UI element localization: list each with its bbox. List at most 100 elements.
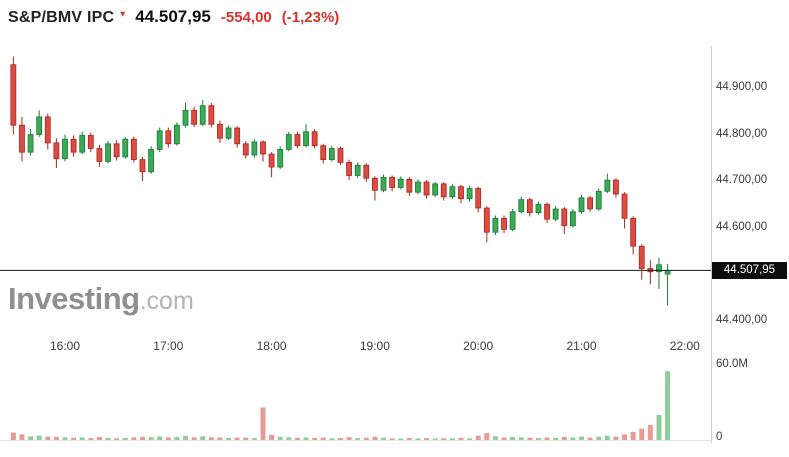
candle-body [320, 145, 327, 161]
candle-body [526, 199, 533, 214]
volume-bar [191, 437, 197, 440]
volume-bar [518, 437, 524, 440]
x-axis-tick-2: 18:00 [256, 339, 287, 353]
candle-body [79, 135, 86, 153]
candle-body [561, 208, 568, 227]
candle-body [406, 178, 413, 193]
candle-body [130, 138, 137, 161]
candle-body [363, 164, 370, 179]
volume-bar [303, 437, 309, 440]
volume-bar [467, 438, 473, 440]
candle-body [638, 245, 645, 269]
volume-bar [527, 437, 533, 440]
candle-body [371, 177, 378, 191]
volume-bar [105, 438, 111, 440]
volume-bar [88, 438, 94, 440]
candle-body [268, 153, 275, 168]
volume-bar [363, 437, 369, 440]
volume-bar [535, 438, 541, 440]
volume-bar [200, 436, 206, 440]
volume-bar [251, 438, 257, 440]
candle-body [62, 138, 68, 160]
volume-axis-max: 60.0M [716, 358, 748, 370]
candle-body [509, 211, 516, 230]
candle-body [328, 148, 335, 161]
price-change-percent: (-1,23%) [281, 9, 340, 26]
candle-body [303, 131, 309, 147]
y-axis-tick-3: 44.600,00 [716, 220, 768, 233]
candle-body [122, 138, 129, 158]
candle-body [260, 141, 266, 155]
candle-body [27, 134, 34, 153]
candle-body [440, 183, 447, 198]
candle-body [595, 190, 602, 210]
candle-body [380, 176, 387, 191]
candle-body [449, 186, 456, 198]
y-axis-tick-0: 44.900,00 [716, 81, 768, 93]
volume-bar [243, 437, 249, 440]
volume-bar [148, 437, 154, 440]
volume-bar [294, 437, 300, 440]
x-axis-tick-4: 20:00 [463, 339, 494, 353]
candle-body [277, 149, 284, 168]
volume-bar [10, 432, 16, 440]
volume-bar [492, 436, 498, 440]
volume-bar [561, 436, 567, 440]
volume-bar [596, 436, 602, 440]
volume-bar [122, 437, 128, 440]
volume-bar [656, 415, 662, 440]
volume-bar [579, 436, 584, 440]
volume-bar [174, 437, 180, 440]
last-price: 44.507,95 [135, 7, 211, 26]
candle-body [182, 109, 189, 126]
volume-axis-zero: 0 [716, 431, 723, 443]
watermark-suffix: .com [139, 287, 194, 315]
volume-bar [312, 437, 318, 440]
y-axis-separator [711, 46, 712, 443]
x-axis-tick-3: 19:00 [359, 339, 390, 353]
volume-bar [449, 438, 455, 440]
candle-body [242, 143, 249, 156]
candle-body [96, 148, 103, 162]
volume-bar [415, 438, 421, 440]
y-axis-tick-1: 44.800,00 [716, 127, 768, 140]
candle-body [466, 188, 473, 200]
x-axis-tick-0: 16:00 [49, 339, 81, 353]
volume-bar [165, 437, 171, 440]
volume-bar [62, 437, 68, 440]
candle-body [191, 109, 198, 125]
volume-bar [286, 437, 292, 440]
volume-bar [544, 437, 550, 440]
volume-bar [458, 437, 464, 440]
candle-body [148, 149, 154, 173]
volume-bar [131, 437, 137, 440]
candle-body [569, 211, 576, 227]
volume-bar [277, 436, 283, 440]
volume-bar [510, 437, 516, 440]
candle-body [492, 217, 499, 233]
volume-bar [613, 436, 619, 440]
candle-body [423, 181, 430, 196]
volume-bar [217, 437, 223, 440]
volume-bar [320, 437, 326, 440]
volume-bar [553, 438, 559, 440]
volume-bar [587, 437, 593, 440]
candle-body [518, 199, 525, 213]
volume-bar [53, 436, 59, 440]
candle-body [217, 123, 223, 139]
x-axis-tick-1: 17:00 [153, 339, 184, 353]
volume-bar [630, 431, 636, 440]
volume-bar [381, 437, 387, 440]
candle-body [36, 116, 43, 135]
candle-body [535, 203, 542, 214]
candle-body [174, 124, 180, 145]
volume-bar [260, 407, 266, 440]
candle-body [105, 143, 111, 162]
candle-body [664, 269, 671, 275]
volume-bar [234, 437, 240, 440]
candle-body [552, 208, 559, 220]
instrument-name: S&P/BMV IPC [8, 9, 115, 26]
candle-body [44, 116, 51, 144]
y-axis-tick-2: 44.700,00 [716, 174, 768, 187]
